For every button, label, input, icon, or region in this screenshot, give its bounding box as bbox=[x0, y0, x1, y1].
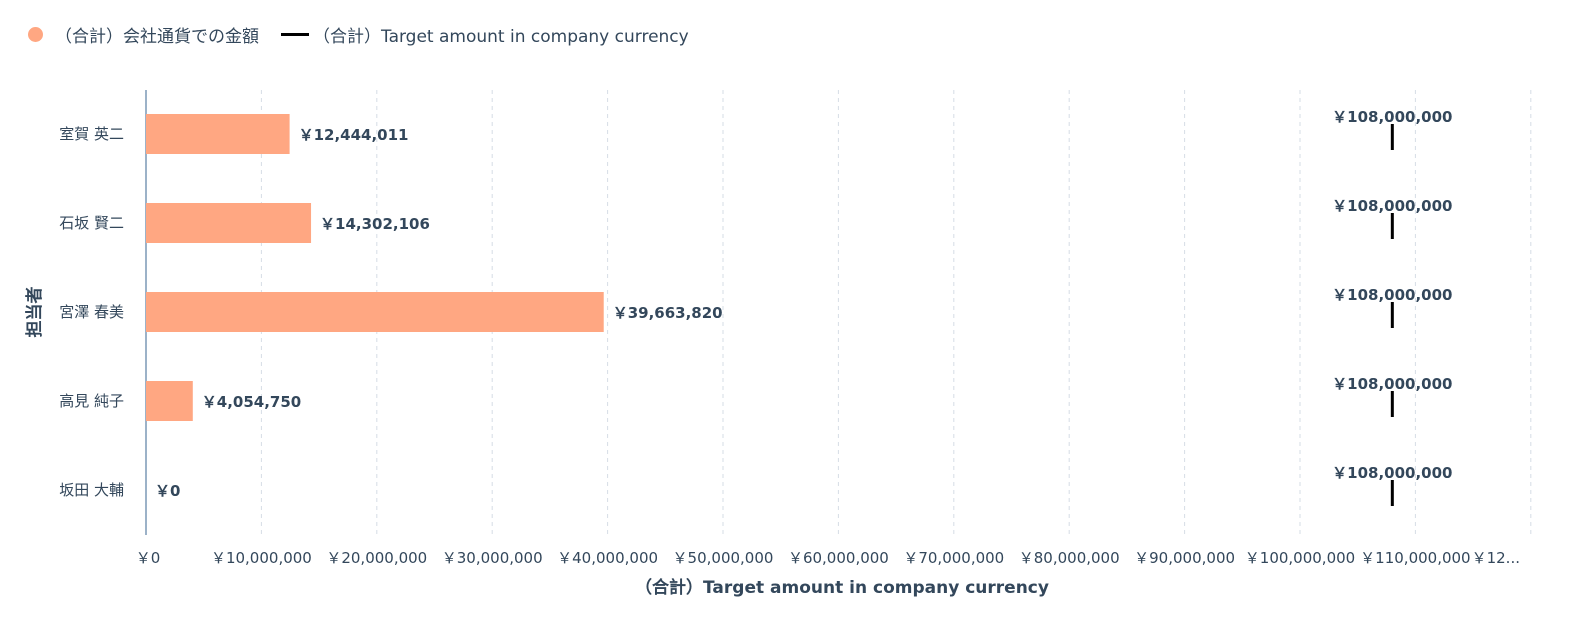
bar-data-label: ￥12,444,011 bbox=[299, 126, 409, 144]
legend-label-target: （合計）Target amount in company currency bbox=[313, 27, 689, 47]
bar-data-label: ￥14,302,106 bbox=[320, 215, 430, 233]
legend-item-amount[interactable]: （合計）会社通貨での金額 bbox=[28, 22, 259, 47]
x-tick-label: ￥80,000,000 bbox=[1019, 549, 1120, 567]
x-tick-label: ￥60,000,000 bbox=[788, 549, 889, 567]
category-label: 室賀 英二 bbox=[59, 125, 124, 143]
bar-data-label: ￥39,663,820 bbox=[613, 304, 723, 322]
category-label: 石坂 賢二 bbox=[59, 214, 124, 232]
legend-label-amount: （合計）会社通貨での金額 bbox=[55, 27, 259, 47]
legend-line-icon bbox=[281, 33, 309, 36]
y-axis-title: 担当者 bbox=[24, 287, 45, 338]
bar bbox=[146, 203, 312, 243]
x-axis-title: （合計）Target amount in company currency bbox=[635, 577, 1049, 598]
x-tick-label: ￥40,000,000 bbox=[557, 549, 658, 567]
legend-circle-icon bbox=[28, 27, 43, 42]
bar bbox=[146, 381, 193, 421]
target-data-label: ￥108,000,000 bbox=[1332, 375, 1452, 393]
category-label: 高見 純子 bbox=[59, 392, 124, 410]
target-data-label: ￥108,000,000 bbox=[1332, 286, 1452, 304]
x-tick-label: ￥90,000,000 bbox=[1134, 549, 1235, 567]
category-label: 宮澤 春美 bbox=[59, 303, 124, 321]
x-tick-label: ￥20,000,000 bbox=[326, 549, 427, 567]
bar bbox=[146, 292, 604, 332]
x-tick-label: ￥110,000,000 bbox=[1360, 549, 1470, 567]
bar-data-label: ￥0 bbox=[155, 482, 180, 500]
target-data-label: ￥108,000,000 bbox=[1332, 464, 1452, 482]
legend-item-target[interactable]: （合計）Target amount in company currency bbox=[281, 22, 689, 47]
x-tick-label: ￥30,000,000 bbox=[442, 549, 543, 567]
x-tick-label: ￥12... bbox=[1472, 549, 1520, 567]
x-tick-label: ￥70,000,000 bbox=[903, 549, 1004, 567]
target-data-label: ￥108,000,000 bbox=[1332, 197, 1452, 215]
x-tick-label: ￥0 bbox=[136, 549, 161, 567]
target-data-label: ￥108,000,000 bbox=[1332, 108, 1452, 126]
x-tick-label: ￥10,000,000 bbox=[211, 549, 312, 567]
category-label: 坂田 大輔 bbox=[59, 481, 124, 499]
bar bbox=[146, 114, 290, 154]
x-tick-label: ￥50,000,000 bbox=[673, 549, 774, 567]
x-tick-label: ￥100,000,000 bbox=[1245, 549, 1355, 567]
legend: （合計）会社通貨での金額 （合計）Target amount in compan… bbox=[28, 22, 711, 47]
bar-data-label: ￥4,054,750 bbox=[202, 393, 301, 411]
